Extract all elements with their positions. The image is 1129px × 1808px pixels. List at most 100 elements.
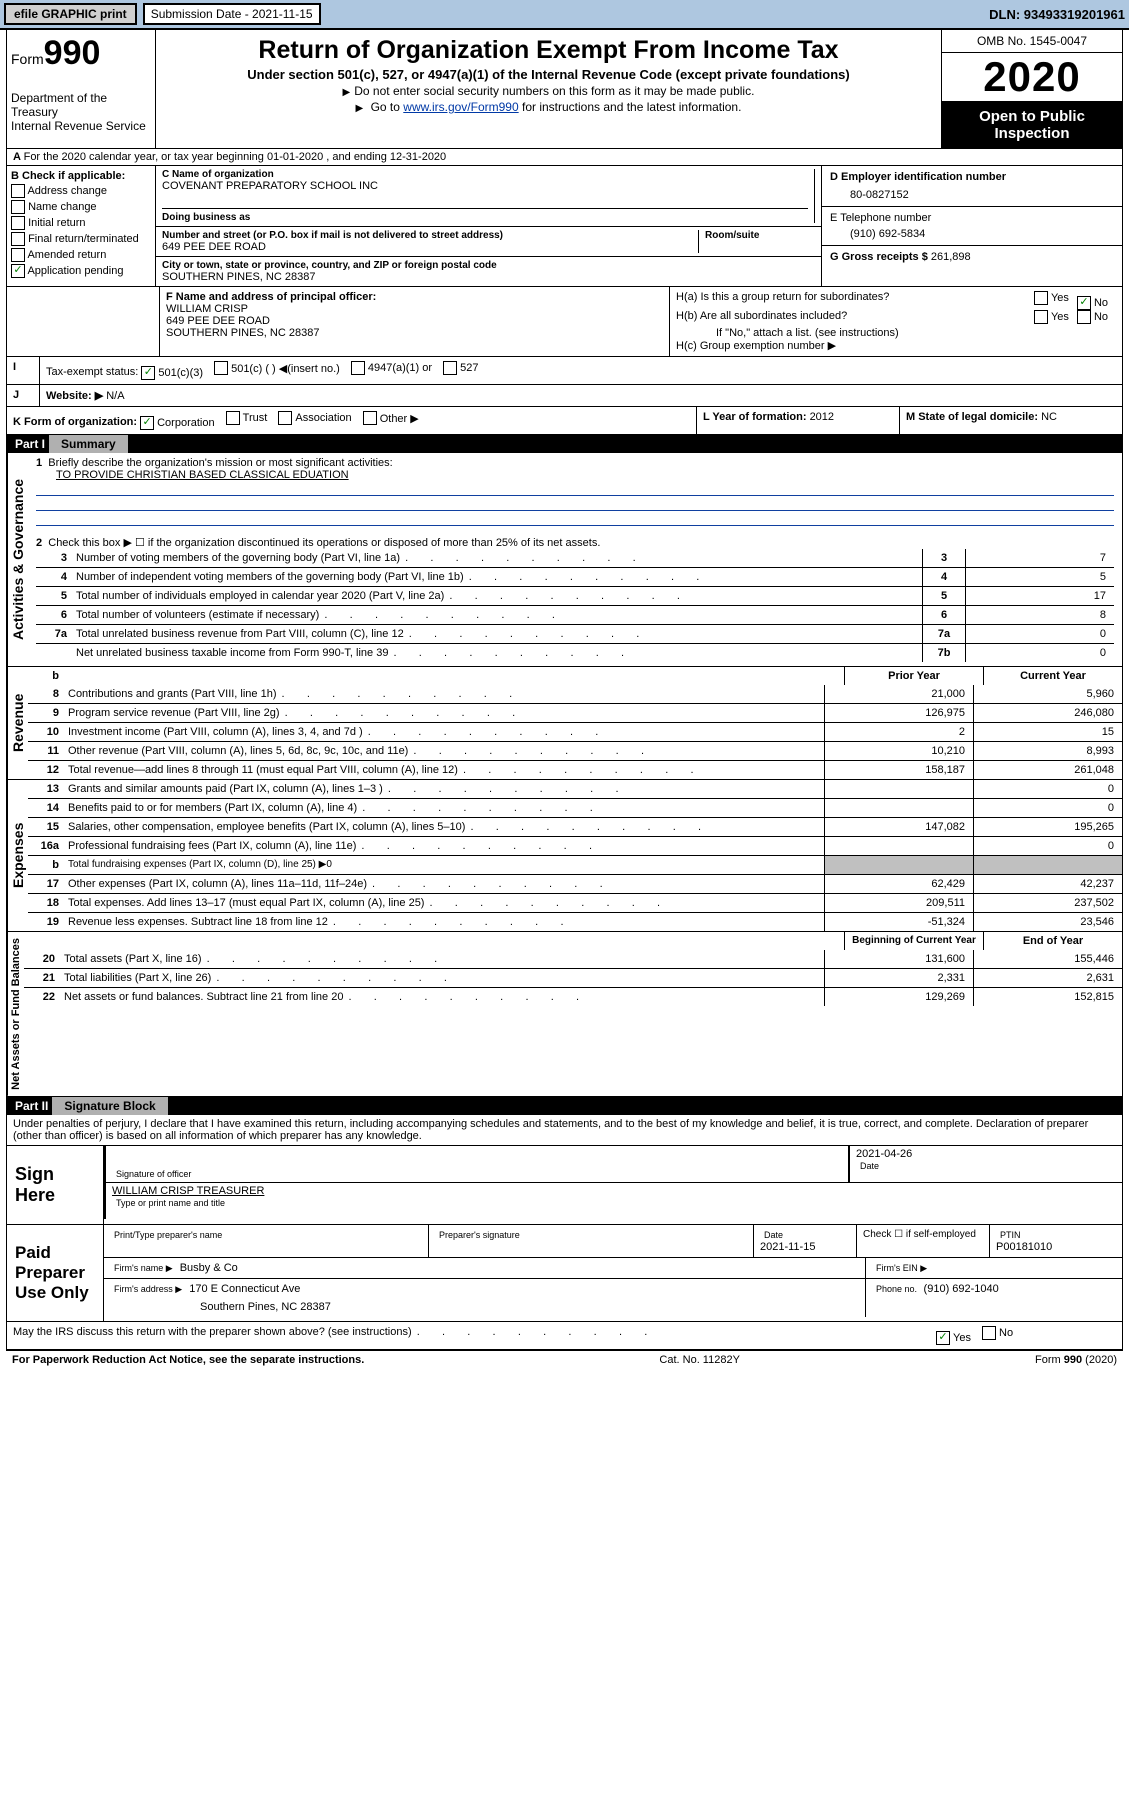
firm-addr2: Southern Pines, NC 28387 <box>110 1295 859 1313</box>
chk-501c3[interactable]: ✓ 501(c)(3) <box>141 366 203 380</box>
prep-name-lbl: Print/Type preparer's name <box>110 1229 422 1241</box>
officer-name: WILLIAM CRISP <box>166 303 663 315</box>
summary-row: 16aProfessional fundraising fees (Part I… <box>28 836 1122 855</box>
summary-row: 3Number of voting members of the governi… <box>36 549 1114 567</box>
ha-lbl: H(a) Is this a group return for subordin… <box>676 291 889 310</box>
firm-addr1: 170 E Connecticut Ave <box>189 1283 300 1295</box>
mission: TO PROVIDE CHRISTIAN BASED CLASSICAL EDU… <box>36 469 1114 481</box>
form-prefix: Form <box>11 51 44 67</box>
part-2: Part IISignature Block Under penalties o… <box>6 1097 1123 1146</box>
chk-final-return[interactable]: Final return/terminated <box>11 232 151 246</box>
chk-4947[interactable]: 4947(a)(1) or <box>351 361 432 375</box>
instructions-link[interactable]: www.irs.gov/Form990 <box>403 100 518 114</box>
chk-address-change[interactable]: Address change <box>11 184 151 198</box>
section-fh: F Name and address of principal officer:… <box>6 287 1123 357</box>
state-domicile: NC <box>1041 411 1057 423</box>
omb-number: OMB No. 1545-0047 <box>942 30 1122 53</box>
cat-no: Cat. No. 11282Y <box>659 1354 740 1366</box>
firm-name: Busby & Co <box>180 1262 238 1274</box>
ha-no[interactable]: ✓No <box>1077 296 1108 310</box>
section-i: I Tax-exempt status: ✓ 501(c)(3) 501(c) … <box>6 357 1123 385</box>
form-ref: Form 990 (2020) <box>1035 1354 1117 1366</box>
officer-street: 649 PEE DEE ROAD <box>166 315 663 327</box>
sign-here: Sign Here Signature of officer 2021-04-2… <box>6 1146 1123 1225</box>
sign-here-label: Sign Here <box>7 1146 104 1224</box>
summary-row: 4Number of independent voting members of… <box>36 567 1114 586</box>
summary-row: 15Salaries, other compensation, employee… <box>28 817 1122 836</box>
tab-activities: Activities & Governance <box>7 453 28 666</box>
chk-name-change[interactable]: Name change <box>11 200 151 214</box>
form-title: Return of Organization Exempt From Incom… <box>160 36 937 65</box>
officer-printed: WILLIAM CRISP TREASURER <box>112 1185 1116 1197</box>
prep-date-lbl: Date <box>760 1229 850 1241</box>
firm-phone: (910) 692-1040 <box>924 1283 999 1295</box>
chk-amended-return[interactable]: Amended return <box>11 248 151 262</box>
ptin: P00181010 <box>996 1241 1116 1253</box>
hb-lbl: H(b) Are all subordinates included? <box>676 310 847 327</box>
firm-phone-lbl: Phone no. <box>872 1283 924 1295</box>
section-bcdefg: B Check if applicable: Address change Na… <box>6 166 1123 287</box>
col-current: Current Year <box>983 667 1122 685</box>
summary-row: 14Benefits paid to or for members (Part … <box>28 798 1122 817</box>
hb-yes[interactable]: Yes <box>1034 310 1069 324</box>
part1-title: Summary <box>49 435 128 453</box>
summary-row: 11Other revenue (Part VIII, column (A), … <box>28 741 1122 760</box>
firm-name-lbl: Firm's name ▶ <box>110 1262 177 1274</box>
col-prior: Prior Year <box>844 667 983 685</box>
q2: Check this box ▶ ☐ if the organization d… <box>48 537 600 549</box>
tab-netassets: Net Assets or Fund Balances <box>7 932 24 1096</box>
firm-ein-lbl: Firm's EIN ▶ <box>872 1262 931 1274</box>
part2-hdr: Part II <box>15 1099 48 1113</box>
chk-initial-return[interactable]: Initial return <box>11 216 151 230</box>
f-lbl: F Name and address of principal officer: <box>166 291 663 303</box>
prep-date: 2021-11-15 <box>760 1241 850 1253</box>
form-header: Form990 Department of the Treasury Inter… <box>6 30 1123 149</box>
ptin-lbl: PTIN <box>996 1229 1116 1241</box>
discuss-yes[interactable]: ✓Yes <box>936 1331 971 1345</box>
tax-year: 2020 <box>942 53 1122 102</box>
prep-selfemp[interactable]: Check ☐ if self-employed <box>857 1225 990 1257</box>
form-number: Form990 <box>11 34 151 73</box>
chk-trust[interactable]: Trust <box>226 411 268 425</box>
summary-row: 22Net assets or fund balances. Subtract … <box>24 987 1122 1006</box>
submission-date: Submission Date - 2021-11-15 <box>143 3 321 25</box>
chk-application-pending[interactable]: ✓ Application pending <box>11 264 151 278</box>
section-j: J Website: ▶ N/A <box>6 385 1123 407</box>
chk-527[interactable]: 527 <box>443 361 478 375</box>
dln-label: DLN: 93493319201961 <box>989 7 1125 22</box>
summary-row: 9Program service revenue (Part VIII, lin… <box>28 703 1122 722</box>
efile-button[interactable]: efile GRAPHIC print <box>4 3 137 25</box>
summary-row: Net unrelated business taxable income fr… <box>36 643 1114 662</box>
summary-row: 8Contributions and grants (Part VIII, li… <box>28 685 1122 703</box>
year-formation: 2012 <box>810 411 834 423</box>
summary-row: bTotal fundraising expenses (Part IX, co… <box>28 855 1122 874</box>
part-1: Part ISummary Activities & Governance 1 … <box>6 435 1123 1097</box>
chk-assoc[interactable]: Association <box>278 411 351 425</box>
discuss-no[interactable]: No <box>982 1326 1013 1340</box>
summary-row: 7aTotal unrelated business revenue from … <box>36 624 1114 643</box>
irs-discuss: May the IRS discuss this return with the… <box>7 1322 930 1349</box>
hc-lbl: H(c) Group exemption number ▶ <box>676 339 1116 352</box>
hb-note: If "No," attach a list. (see instruction… <box>676 327 1116 339</box>
hb-no[interactable]: No <box>1077 310 1108 324</box>
chk-501c[interactable]: 501(c) ( ) ◀(insert no.) <box>214 361 340 375</box>
summary-row: 20Total assets (Part X, line 16)131,6001… <box>24 950 1122 968</box>
paid-preparer: Paid Preparer Use Only Print/Type prepar… <box>6 1225 1123 1322</box>
street-lbl: Number and street (or P.O. box if mail i… <box>162 230 698 241</box>
chk-corp[interactable]: ✓ Corporation <box>140 416 214 430</box>
col-eoy: End of Year <box>983 932 1122 950</box>
ha-yes[interactable]: Yes <box>1034 291 1069 305</box>
ein-value: 80-0827152 <box>830 183 1114 201</box>
summary-row: 5Total number of individuals employed in… <box>36 586 1114 605</box>
summary-row: 6Total number of volunteers (estimate if… <box>36 605 1114 624</box>
sig-officer-lbl: Signature of officer <box>112 1168 842 1180</box>
section-klm: K Form of organization: ✓ Corporation Tr… <box>6 407 1123 435</box>
i-label: Tax-exempt status: <box>46 366 138 378</box>
e-lbl: E Telephone number <box>830 212 1114 224</box>
c-name-lbl: C Name of organization <box>162 169 808 180</box>
chk-other[interactable]: Other ▶ <box>363 411 419 425</box>
room-lbl: Room/suite <box>705 230 815 241</box>
g-lbl: G Gross receipts $ <box>830 251 931 263</box>
footer: For Paperwork Reduction Act Notice, see … <box>6 1350 1123 1369</box>
d-lbl: D Employer identification number <box>830 171 1114 183</box>
